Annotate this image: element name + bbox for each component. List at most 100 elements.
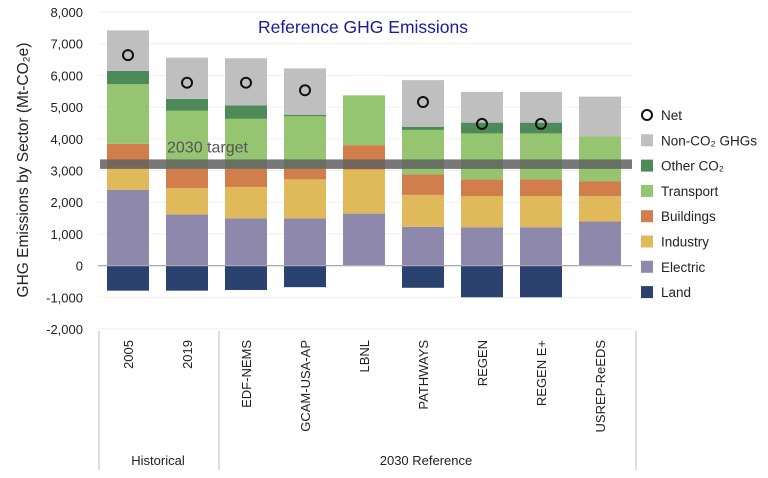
bar-segment-transport xyxy=(579,136,621,182)
x-category-label: REGEN E+ xyxy=(534,340,549,406)
y-tick-label: 5,000 xyxy=(50,100,83,115)
bar-segment-electric xyxy=(402,226,444,266)
bar-segment-non-co-ghgs xyxy=(520,91,562,123)
bar-segment-buildings xyxy=(579,181,621,197)
y-tick-label: 3,000 xyxy=(50,164,83,179)
bar-segment-non-co-ghgs xyxy=(284,68,326,115)
bar-segment-industry xyxy=(107,167,149,190)
bar-segment-buildings xyxy=(402,174,444,195)
bar-segment-land xyxy=(225,265,267,291)
y-axis-label: GHG Emissions by Sector (Mt-CO₂e) xyxy=(15,43,32,298)
target-label: 2030 target xyxy=(167,139,249,156)
bar-segment-electric xyxy=(284,218,326,266)
bar-segment-land xyxy=(166,265,208,291)
bar-segment-electric xyxy=(166,214,208,266)
bar-segment-other-co- xyxy=(225,105,267,119)
x-category-label: LBNL xyxy=(357,340,372,373)
target-band: 2030 target xyxy=(100,139,632,169)
bar-segment-buildings xyxy=(461,179,503,197)
legend-swatch xyxy=(641,210,653,223)
y-tick-label: -1,000 xyxy=(46,290,83,305)
group-label: Historical xyxy=(131,453,185,468)
x-category-label: PATHWAYS xyxy=(416,340,431,410)
group-label: 2030 Reference xyxy=(380,453,473,468)
bar-segment-land xyxy=(461,265,503,298)
legend-swatch xyxy=(641,235,653,248)
net-marker xyxy=(535,117,547,130)
bar-segment-transport xyxy=(520,133,562,180)
y-tick-label: 8,000 xyxy=(50,5,83,20)
net-marker xyxy=(299,84,311,97)
target-band-rect xyxy=(100,159,632,169)
bar-segment-non-co-ghgs xyxy=(579,96,621,137)
bar-segment-non-co-ghgs xyxy=(461,91,503,123)
net-marker xyxy=(181,76,193,89)
bar-segment-land xyxy=(402,265,444,288)
bar-segment-non-co-ghgs xyxy=(225,58,267,106)
bar-segment-non-co-ghgs xyxy=(402,80,444,127)
bar-segment-industry xyxy=(461,196,503,228)
x-category-label: 2005 xyxy=(121,340,136,369)
bar-segment-transport xyxy=(166,110,208,169)
net-marker xyxy=(122,49,134,62)
chart-title: Reference GHG Emissions xyxy=(258,17,468,37)
bar-segment-land xyxy=(107,265,149,291)
bar-segment-industry xyxy=(402,194,444,227)
net-marker xyxy=(476,117,488,130)
net-marker xyxy=(417,96,429,109)
x-category-label: REGEN xyxy=(475,340,490,386)
legend-label: Non-CO₂ GHGs xyxy=(661,133,757,148)
bar-segment-buildings xyxy=(284,168,326,180)
bar-segment-transport xyxy=(107,84,149,144)
net-markers xyxy=(122,49,547,130)
bar-segment-industry xyxy=(520,196,562,228)
y-tick-label: 0 xyxy=(76,259,83,274)
x-category-label: USREP-ReEDS xyxy=(593,340,608,433)
x-axis-categories: 2005 2019 EDF-NEMS GCAM-USA-AP LBNL PATHWAYS R… xyxy=(98,331,637,470)
y-tick-label: 1,000 xyxy=(50,227,83,242)
bar-segment-electric xyxy=(343,213,385,266)
legend-label: Net xyxy=(661,108,682,123)
bar-segment-buildings xyxy=(166,168,208,189)
legend-net-marker xyxy=(641,109,653,121)
bar-segment-industry xyxy=(166,188,208,215)
bar-segment-buildings xyxy=(520,179,562,197)
bar-segment-electric xyxy=(107,189,149,266)
bar-segment-electric xyxy=(520,227,562,266)
bar-segment-electric xyxy=(225,218,267,266)
legend-label: Industry xyxy=(661,235,709,250)
legend-label: Electric xyxy=(661,260,706,275)
bar-segment-industry xyxy=(579,196,621,222)
y-tick-label: 2,000 xyxy=(50,195,83,210)
legend-label: Transport xyxy=(661,184,719,199)
legend-swatch xyxy=(641,260,653,273)
bar-segment-other-co- xyxy=(166,98,208,111)
bar-segment-electric xyxy=(579,221,621,266)
legend-swatch xyxy=(641,286,653,299)
legend-swatch xyxy=(641,134,653,147)
bar-segment-industry xyxy=(343,169,385,214)
legend: Net Non-CO₂ GHGs Other CO₂ Transport Buildin… xyxy=(641,108,757,300)
legend-swatch xyxy=(641,159,653,172)
legend-label: Buildings xyxy=(661,209,716,224)
legend-label: Other CO₂ xyxy=(661,159,724,174)
y-tick-label: 6,000 xyxy=(50,68,83,83)
bar-segment-transport xyxy=(461,133,503,180)
bar-segment-buildings xyxy=(225,168,267,187)
x-category-label: GCAM-USA-AP xyxy=(298,340,313,432)
bar-segment-land xyxy=(520,265,562,298)
x-category-label: 2019 xyxy=(180,340,195,369)
bar-segment-industry xyxy=(225,186,267,219)
y-tick-label: 4,000 xyxy=(50,132,83,147)
bar-segment-industry xyxy=(284,179,326,219)
legend-swatch xyxy=(641,184,653,197)
y-tick-label: 7,000 xyxy=(50,37,83,52)
bar-segment-other-co- xyxy=(402,126,444,130)
x-category-label: EDF-NEMS xyxy=(239,340,254,408)
bar-segment-electric xyxy=(461,227,503,266)
net-marker xyxy=(240,76,252,89)
legend-label: Land xyxy=(661,285,691,300)
bar-segment-land xyxy=(284,265,326,288)
y-axis-ticks: -2,000 -1,000 0 1,000 2,000 3,000 4,000 5,000 6,… xyxy=(46,5,83,337)
